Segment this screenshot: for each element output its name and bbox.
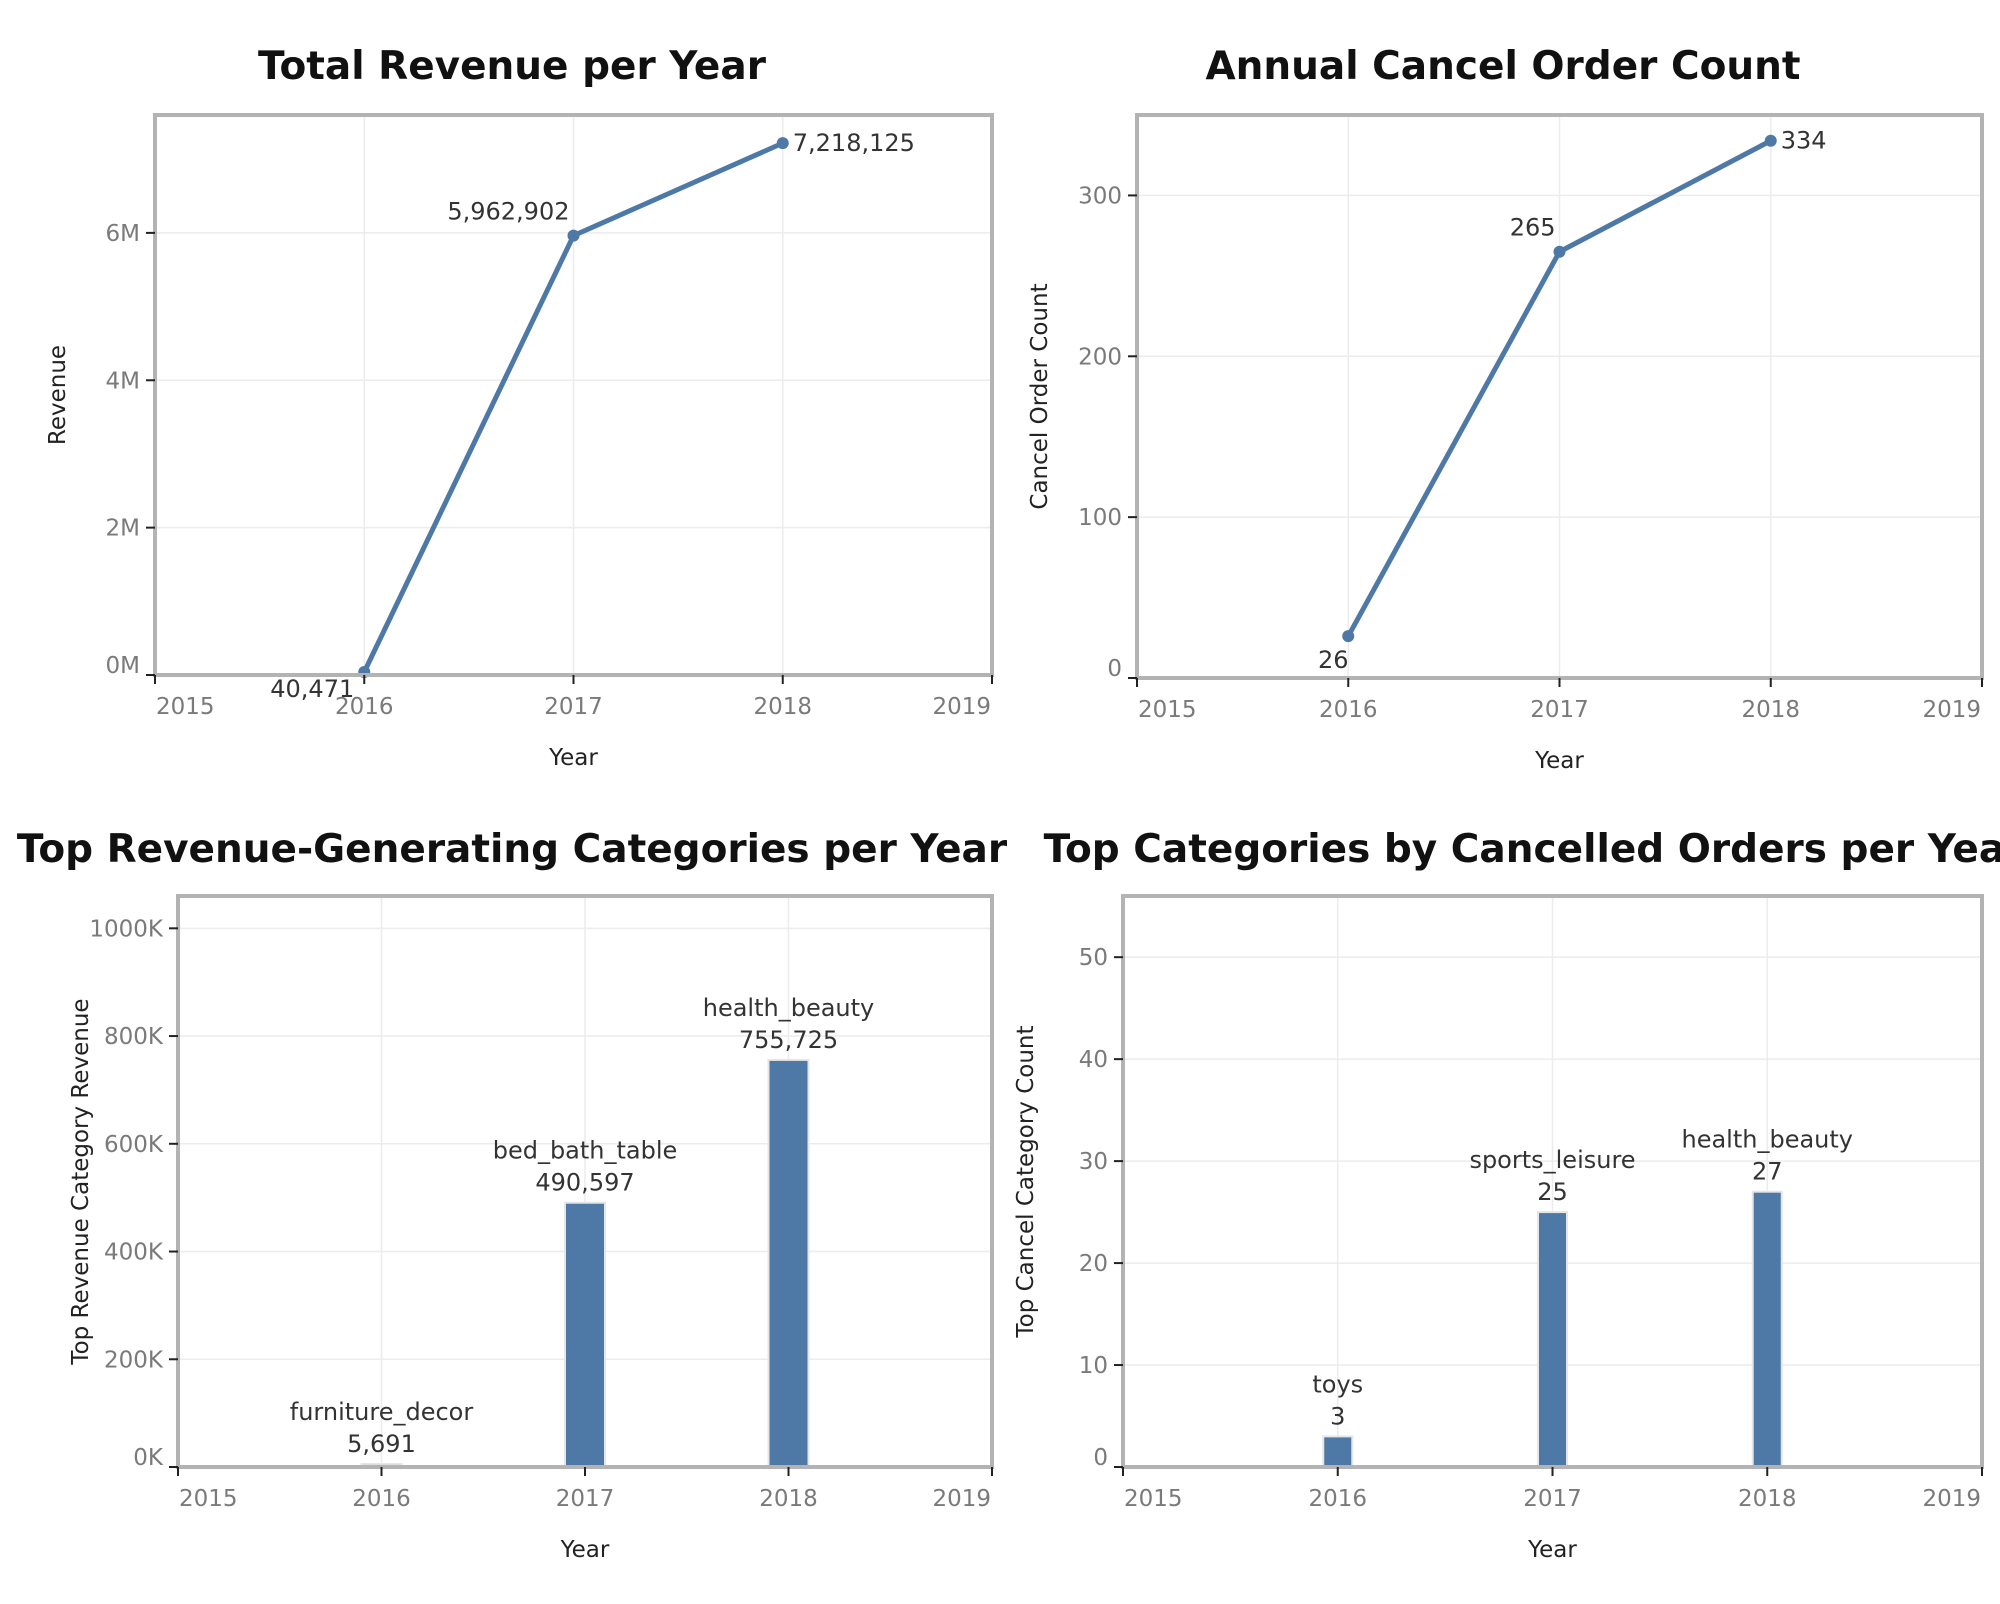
chart-cancel: Annual Cancel Order Count 26 265 334 2015 201… xyxy=(1027,44,1984,774)
bar-category-label: sports_leisure xyxy=(1469,1146,1635,1174)
x-tick-label: 2017 xyxy=(556,1486,615,1512)
bar-value-label: 5,691 xyxy=(347,1430,416,1458)
y-tick-label: 20 xyxy=(1079,1251,1108,1277)
y-tick-label: 0K xyxy=(133,1445,164,1471)
x-tick-label: 2017 xyxy=(1523,1486,1582,1512)
y-tick-label: 2M xyxy=(106,516,140,542)
x-axis-title: Year xyxy=(1527,1537,1577,1563)
x-tick-label: 2019 xyxy=(932,694,991,720)
bar-category-label: health_beauty xyxy=(1681,1126,1853,1154)
y-axis-title: Cancel Order Count xyxy=(1027,283,1053,509)
bar xyxy=(1751,1190,1783,1468)
x-tick-label: 2016 xyxy=(1308,1486,1367,1512)
data-point xyxy=(1764,134,1777,147)
x-tick-label: 2018 xyxy=(753,694,812,720)
x-tick-label: 2019 xyxy=(932,1486,991,1512)
x-tick-label: 2015 xyxy=(156,694,215,720)
chart-title: Annual Cancel Order Count xyxy=(1205,44,1800,89)
y-tick-label: 100 xyxy=(1078,505,1122,531)
chart-topcat-revenue: Top Revenue-Generating Categories per Ye… xyxy=(17,827,1008,1563)
bar-category-label: toys xyxy=(1312,1370,1363,1398)
y-tick-label: 50 xyxy=(1079,945,1108,971)
x-tick-label: 2016 xyxy=(1319,697,1378,723)
bar xyxy=(564,1201,606,1468)
data-label: 40,471 xyxy=(270,675,354,703)
y-axis-title: Revenue xyxy=(45,345,71,445)
chart-title: Total Revenue per Year xyxy=(258,44,767,89)
chart-title: Top Revenue-Generating Categories per Ye… xyxy=(17,827,1008,872)
y-tick-label: 4M xyxy=(106,368,140,394)
x-tick-label: 2019 xyxy=(1922,1486,1981,1512)
y-tick-label: 30 xyxy=(1079,1149,1108,1175)
data-point xyxy=(1553,245,1566,258)
data-point xyxy=(1342,630,1355,643)
data-point xyxy=(776,137,789,150)
y-tick-label: 0M xyxy=(106,653,140,679)
x-axis-title: Year xyxy=(548,745,598,771)
data-label: 265 xyxy=(1510,214,1556,242)
y-tick-label: 6M xyxy=(106,221,140,247)
x-tick-label: 2015 xyxy=(1124,1486,1183,1512)
y-tick-label: 10 xyxy=(1079,1353,1108,1379)
y-axis-title: Top Revenue Category Revenue xyxy=(68,998,94,1365)
x-tick-label: 2016 xyxy=(335,694,394,720)
bar-category-label: furniture_decor xyxy=(290,1398,474,1426)
y-tick-label: 1000K xyxy=(89,916,164,942)
bar xyxy=(767,1058,810,1468)
bar-value-label: 490,597 xyxy=(535,1169,634,1197)
y-tick-label: 0 xyxy=(1093,1445,1108,1471)
x-tick-label: 2016 xyxy=(352,1486,411,1512)
x-tick-label: 2018 xyxy=(759,1486,818,1512)
bar-value-label: 25 xyxy=(1537,1178,1568,1206)
data-label: 5,962,902 xyxy=(447,198,569,226)
bar-category-label: bed_bath_table xyxy=(493,1137,678,1165)
x-tick-label: 2015 xyxy=(179,1486,238,1512)
y-tick-label: 0 xyxy=(1107,656,1122,682)
data-point xyxy=(567,229,580,242)
x-axis-title: Year xyxy=(1534,748,1584,774)
chart-topcat-cancel: Top Categories by Cancelled Orders per Y… xyxy=(1013,827,2000,1563)
y-tick-label: 600K xyxy=(104,1132,164,1158)
bar-value-label: 3 xyxy=(1330,1402,1345,1430)
chart-title: Top Categories by Cancelled Orders per Y… xyxy=(1044,827,2000,872)
y-tick-label: 40 xyxy=(1079,1047,1108,1073)
bar xyxy=(1322,1435,1354,1469)
x-tick-label: 2017 xyxy=(1530,697,1589,723)
data-label: 26 xyxy=(1318,646,1349,674)
x-tick-label: 2015 xyxy=(1138,697,1197,723)
data-label: 7,218,125 xyxy=(793,129,915,157)
bar-value-label: 27 xyxy=(1752,1158,1783,1186)
data-label: 334 xyxy=(1781,127,1827,155)
y-tick-label: 300 xyxy=(1078,183,1122,209)
y-tick-label: 400K xyxy=(104,1240,164,1266)
x-tick-label: 2018 xyxy=(1741,697,1800,723)
chart-revenue: Total Revenue per Year 40,471 5,962,902 7,2… xyxy=(45,44,994,771)
x-tick-label: 2019 xyxy=(1922,697,1981,723)
x-axis-title: Year xyxy=(560,1537,610,1563)
x-tick-label: 2017 xyxy=(544,694,603,720)
y-tick-label: 200 xyxy=(1078,344,1122,370)
y-tick-label: 200K xyxy=(104,1347,164,1373)
x-tick-label: 2018 xyxy=(1738,1486,1797,1512)
y-tick-label: 800K xyxy=(104,1024,164,1050)
y-axis-title: Top Cancel Category Count xyxy=(1013,1025,1039,1338)
bar-value-label: 755,725 xyxy=(739,1026,838,1054)
bar-category-label: health_beauty xyxy=(703,994,875,1022)
bar xyxy=(1537,1211,1568,1468)
